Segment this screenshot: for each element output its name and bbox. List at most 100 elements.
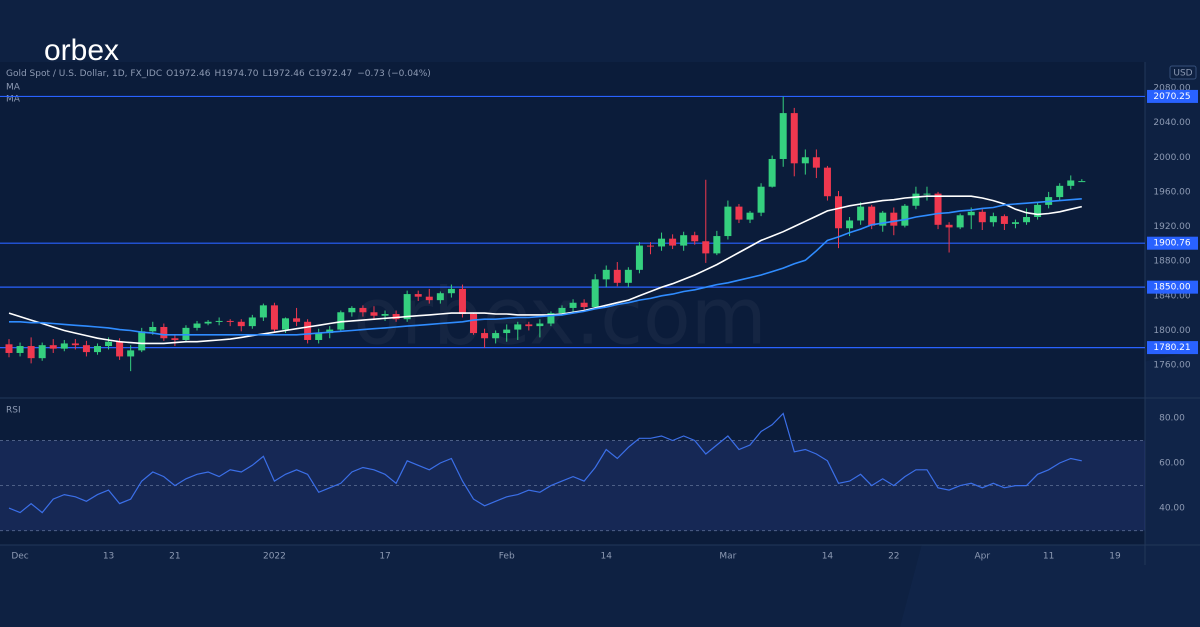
candle-body [458, 288, 466, 314]
candle-body [768, 158, 776, 187]
y-tick-label: 1800.00 [1153, 326, 1190, 336]
candle-body [1078, 181, 1086, 183]
candle-body [658, 238, 666, 247]
x-tick-label: 2022 [263, 552, 286, 562]
candle-body [481, 333, 489, 339]
x-tick-label: 14 [822, 552, 834, 562]
rsi-tick-label: 40.00 [1159, 504, 1185, 514]
candle-body [82, 345, 90, 353]
x-tick-label: 17 [379, 552, 390, 562]
candle-body [215, 320, 223, 322]
candle-body [492, 333, 500, 339]
candle-body [580, 302, 588, 308]
x-tick-label: Dec [11, 552, 28, 562]
ohlc-key: O [166, 69, 173, 79]
candle-body [812, 157, 820, 168]
candle-body [1000, 216, 1008, 224]
candle-body [547, 313, 555, 324]
rsi-title: RSI [6, 406, 21, 416]
candle-body [470, 314, 478, 334]
candle-body [757, 186, 765, 213]
candle-body [1023, 217, 1031, 223]
candle-body [127, 350, 135, 357]
y-tick-label: 2080.00 [1153, 83, 1190, 93]
candle-body [735, 206, 743, 220]
candle-body [403, 294, 411, 320]
candle-body [978, 211, 986, 223]
candle-body [1067, 180, 1075, 186]
ohlc-value: 1972.46 [267, 69, 304, 79]
candle-body [624, 269, 632, 283]
candle-body [923, 193, 931, 195]
candle-body [613, 269, 621, 283]
candle-body [436, 293, 444, 301]
ohlc-value: 1972.46 [173, 69, 210, 79]
candle-body [370, 312, 378, 316]
candle-body [591, 279, 599, 308]
candle-body [525, 324, 533, 327]
logo: orbex [44, 34, 119, 67]
candle-body [392, 314, 400, 320]
y-tick-label: 1760.00 [1153, 361, 1190, 371]
ohlc-value: 1972.47 [315, 69, 352, 79]
candle-body [237, 321, 245, 327]
rsi-line [8, 412, 1082, 514]
candle-body [901, 205, 909, 226]
candle-body [989, 216, 997, 223]
candle-body [270, 305, 278, 330]
candle-body [182, 327, 190, 340]
candle-body [27, 346, 35, 359]
candle-body [116, 341, 124, 357]
candle-body [93, 346, 101, 353]
x-tick-label: 11 [1043, 552, 1054, 562]
ohlc-key: C [309, 69, 315, 79]
candle-body [315, 333, 323, 340]
x-tick-label: Mar [719, 552, 736, 562]
ma-line [8, 195, 1082, 345]
x-tick-label: 22 [888, 552, 899, 562]
candle-body [259, 305, 267, 318]
candle-body [171, 338, 179, 340]
candle-body [558, 307, 566, 314]
candle-body [746, 212, 754, 220]
candle-body [248, 317, 256, 327]
y-tick-label: 2040.00 [1153, 118, 1190, 128]
level-label-box [1147, 280, 1198, 294]
candle-body [835, 196, 842, 229]
candle-body [713, 236, 721, 254]
candle-body [503, 329, 511, 334]
candle-body [326, 329, 334, 334]
candle-body [879, 212, 887, 226]
y-tick-label: 1840.00 [1153, 291, 1190, 301]
candle-body [669, 238, 677, 246]
level-label: 1780.21 [1153, 343, 1190, 353]
candle-body [934, 193, 942, 225]
candle-body [1034, 204, 1042, 218]
currency-box [1169, 65, 1197, 80]
candle-body [138, 331, 146, 351]
candle-body [16, 346, 24, 353]
legend-entry: MA [6, 83, 21, 93]
x-tick-label: 21 [169, 552, 180, 562]
level-label: 1850.00 [1153, 283, 1190, 293]
ohlc-value: 1974.70 [221, 69, 258, 79]
candle-body [414, 294, 422, 297]
candle-body [282, 318, 289, 330]
candle-body [149, 326, 157, 332]
x-tick-label: Feb [499, 552, 515, 562]
ohlc-key: H [214, 69, 221, 79]
candle-body [337, 312, 345, 330]
candle-body [868, 206, 876, 226]
candle-body [823, 167, 831, 197]
candle-body [60, 343, 68, 349]
watermark: orbex.com [353, 272, 766, 362]
y-tick-label: 1920.00 [1153, 222, 1190, 232]
y-tick-label: 1960.00 [1153, 187, 1190, 197]
symbol: Gold Spot / U.S. Dollar, 1D, FX_IDC [6, 69, 162, 79]
x-tick-label: 19 [1109, 552, 1121, 562]
candle-body [5, 344, 13, 353]
rsi-tick-label: 80.00 [1159, 414, 1185, 424]
candle-body [160, 326, 168, 339]
candle-body [956, 215, 964, 228]
